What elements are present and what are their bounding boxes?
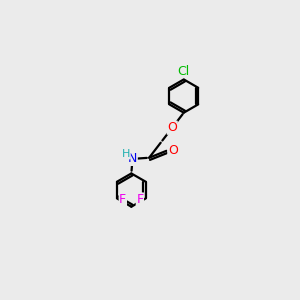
Text: F: F	[119, 193, 126, 206]
Text: Cl: Cl	[178, 64, 190, 78]
Text: N: N	[128, 152, 137, 165]
Text: O: O	[168, 144, 178, 157]
Text: F: F	[136, 193, 143, 206]
Text: O: O	[167, 121, 177, 134]
Text: H: H	[122, 149, 130, 159]
